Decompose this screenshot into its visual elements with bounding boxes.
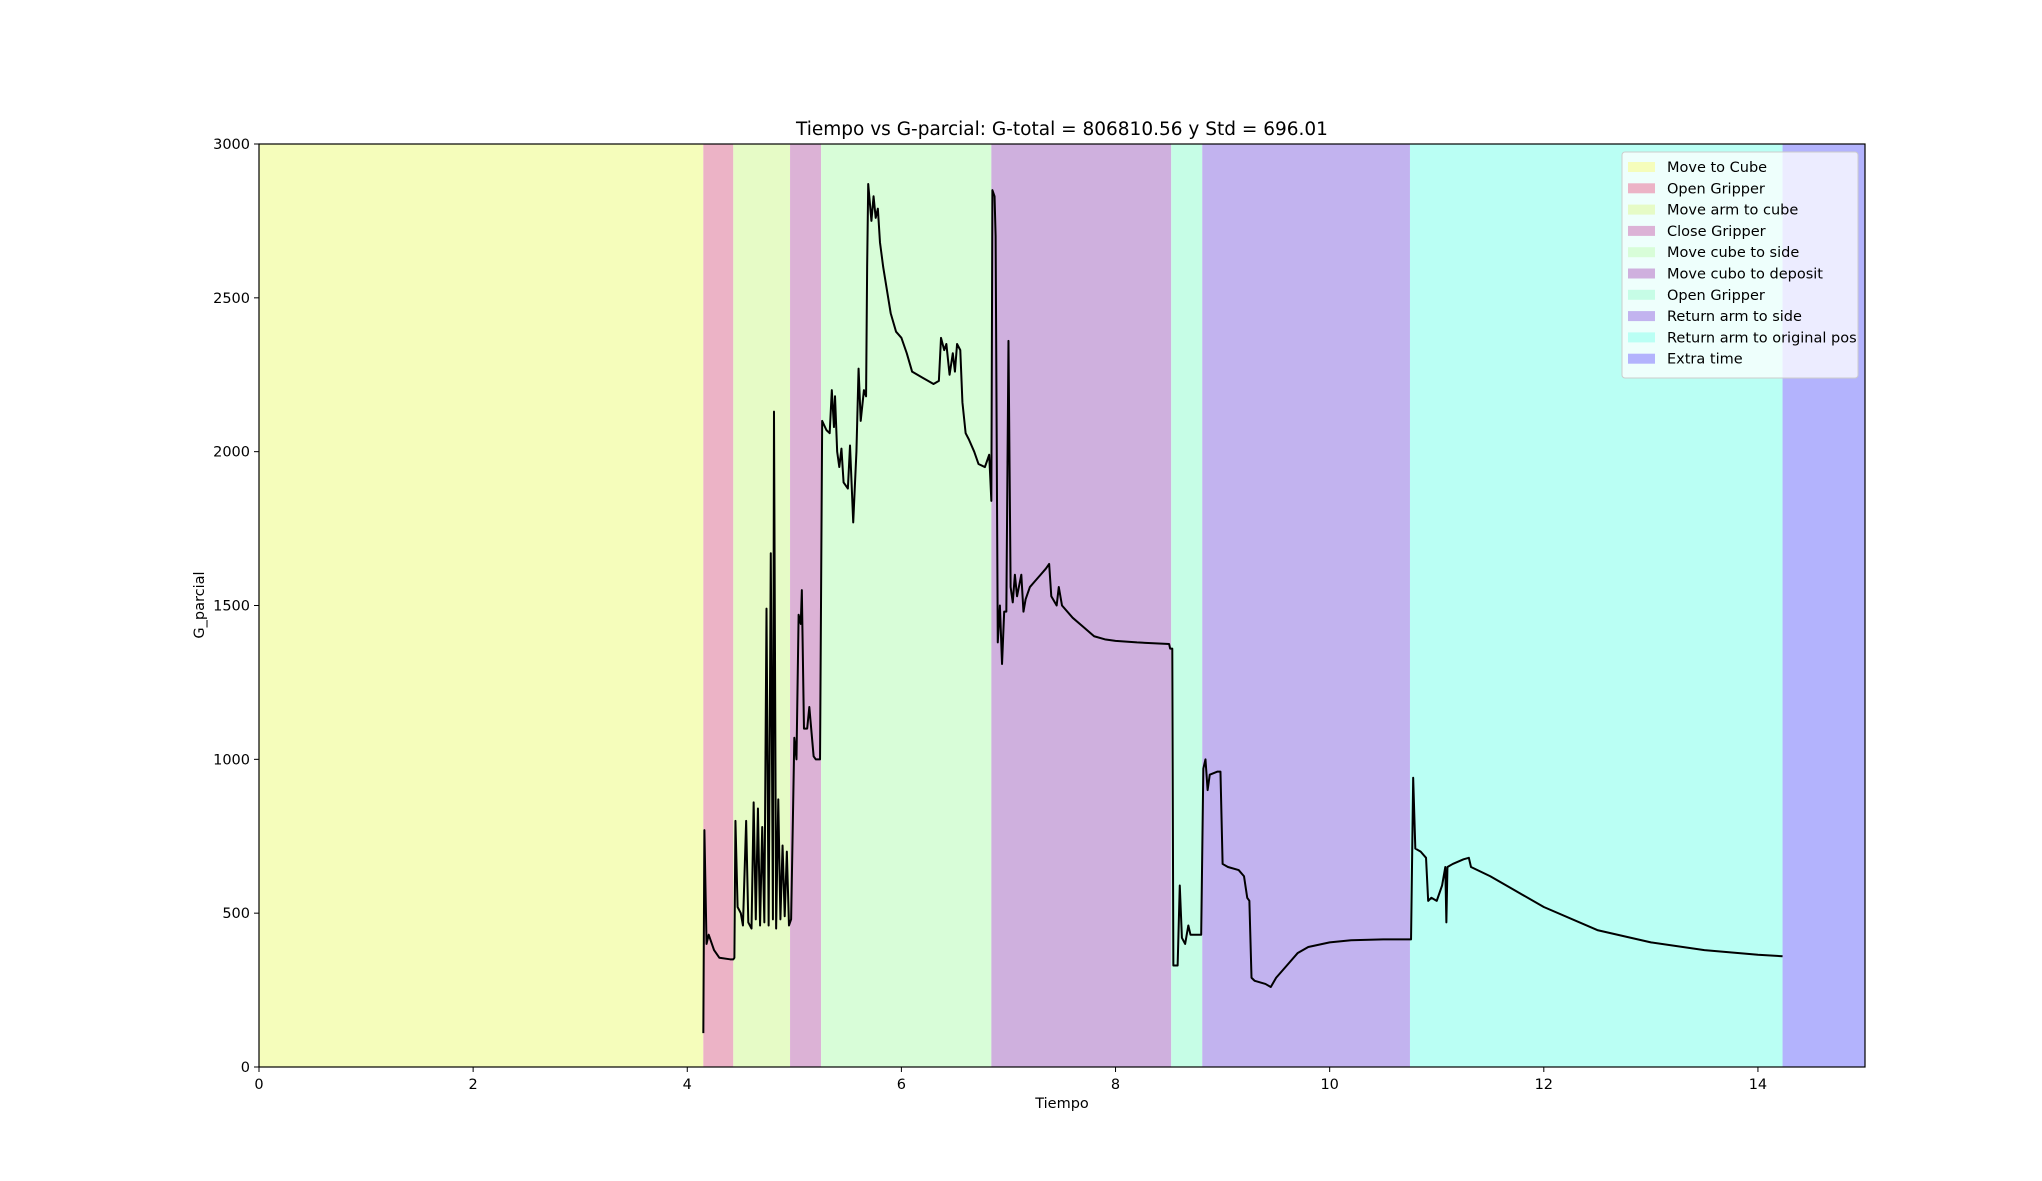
x-tick-label: 12: [1535, 1077, 1553, 1093]
y-tick-label: 3000: [213, 137, 250, 153]
phase-span: [1171, 144, 1203, 1067]
y-tick-label: 1000: [213, 752, 250, 768]
legend-box: [1621, 151, 1859, 379]
legend-label: Move cube to side: [1667, 245, 1799, 261]
x-tick-label: 10: [1320, 1077, 1338, 1093]
x-tick-label: 14: [1749, 1077, 1767, 1093]
legend-swatch: [1628, 268, 1655, 279]
phase-span: [790, 144, 822, 1067]
legend-swatch: [1628, 247, 1655, 258]
phase-span: [821, 144, 992, 1067]
legend-swatch: [1628, 204, 1655, 215]
x-tick-label: 6: [897, 1077, 906, 1093]
x-tick-label: 4: [683, 1077, 692, 1093]
x-tick-label: 8: [1111, 1077, 1120, 1093]
phase-span: [703, 144, 734, 1067]
legend-label: Open Gripper: [1667, 288, 1765, 304]
y-tick-label: 2500: [213, 291, 250, 307]
x-tick-label: 2: [469, 1077, 478, 1093]
legend-swatch: [1628, 311, 1655, 322]
legend-label: Close Gripper: [1667, 224, 1766, 240]
phase-span: [1202, 144, 1410, 1067]
legend-label: Return arm to original pos: [1667, 330, 1857, 346]
x-axis-label: Tiempo: [1034, 1096, 1089, 1112]
legend-label: Extra time: [1667, 352, 1743, 368]
legend-swatch: [1628, 225, 1655, 236]
phase-span: [733, 144, 791, 1067]
chart-title: Tiempo vs G-parcial: G-total = 806810.56…: [795, 119, 1328, 140]
y-tick-label: 2000: [213, 445, 250, 461]
y-tick-label: 0: [241, 1060, 250, 1076]
legend-swatch: [1628, 183, 1655, 194]
y-tick-label: 1500: [213, 599, 250, 615]
y-tick-label: 500: [222, 906, 250, 922]
legend-label: Open Gripper: [1667, 181, 1765, 197]
y-axis-label: G_parcial: [192, 571, 208, 638]
legend-label: Move cubo to deposit: [1667, 267, 1823, 283]
legend-swatch: [1628, 332, 1655, 343]
legend-label: Return arm to side: [1667, 309, 1802, 325]
legend-label: Move arm to cube: [1667, 203, 1798, 219]
phase-span: [259, 144, 704, 1067]
legend-swatch: [1628, 289, 1655, 300]
phase-span: [991, 144, 1172, 1067]
legend-swatch: [1628, 162, 1655, 172]
data-line: [702, 183, 1783, 1034]
x-tick-label: 0: [254, 1077, 263, 1093]
legend-label: Move to Cube: [1667, 160, 1767, 176]
legend-swatch: [1628, 353, 1655, 364]
